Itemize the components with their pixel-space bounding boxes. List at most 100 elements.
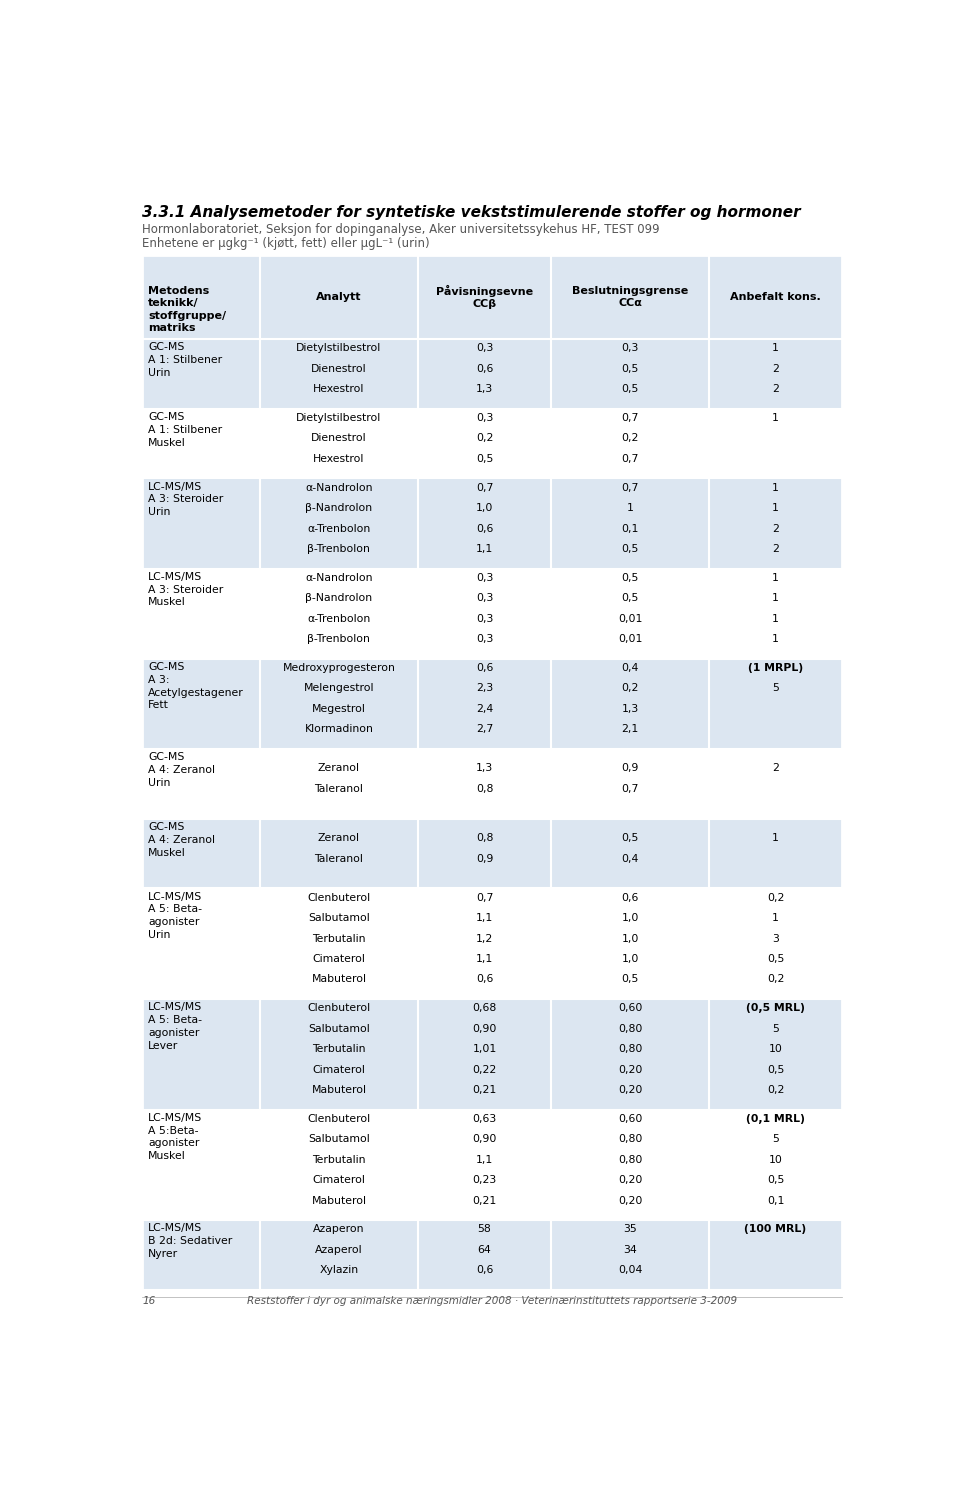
Text: Hexestrol: Hexestrol (313, 384, 365, 394)
Text: 0,2: 0,2 (767, 893, 784, 903)
Text: 0,9: 0,9 (476, 854, 493, 863)
Text: Beslutningsgrense
CCα: Beslutningsgrense CCα (572, 286, 688, 308)
Text: 0,7: 0,7 (621, 454, 638, 464)
Text: 0,6: 0,6 (476, 664, 493, 673)
Text: 1: 1 (627, 503, 634, 513)
Text: Salbutamol: Salbutamol (308, 1134, 370, 1144)
Text: 5: 5 (772, 683, 779, 693)
Text: 0,8: 0,8 (476, 784, 493, 793)
Text: (1 MRPL): (1 MRPL) (748, 664, 804, 673)
Text: 0,6: 0,6 (621, 893, 638, 903)
Text: β-Trenbolon: β-Trenbolon (307, 634, 371, 644)
Text: Megestrol: Megestrol (312, 704, 366, 714)
Text: 0,4: 0,4 (621, 664, 638, 673)
Text: Dienestrol: Dienestrol (311, 433, 367, 443)
Text: 0,2: 0,2 (621, 683, 638, 693)
Text: 1: 1 (772, 573, 779, 583)
Text: (100 MRL): (100 MRL) (744, 1225, 806, 1235)
Text: 1,1: 1,1 (476, 1155, 493, 1165)
Text: Salbutamol: Salbutamol (308, 1024, 370, 1034)
Text: 64: 64 (477, 1245, 492, 1254)
Text: GC-MS
A 1: Stilbener
Muskel: GC-MS A 1: Stilbener Muskel (148, 412, 223, 448)
Text: 0,5: 0,5 (621, 545, 638, 554)
Text: 2: 2 (772, 545, 779, 554)
Text: 0,2: 0,2 (767, 1085, 784, 1095)
Text: 1: 1 (772, 833, 779, 844)
Text: 2,4: 2,4 (476, 704, 493, 714)
Text: 0,3: 0,3 (621, 344, 638, 353)
Text: 1,0: 1,0 (621, 914, 638, 923)
Text: 0,6: 0,6 (476, 363, 493, 373)
Text: Terbutalin: Terbutalin (312, 933, 366, 943)
Text: 0,5: 0,5 (767, 954, 784, 964)
Text: 2: 2 (772, 763, 779, 774)
Text: 0,4: 0,4 (621, 854, 638, 863)
Text: Påvisningsevne
CCβ: Påvisningsevne CCβ (436, 284, 533, 310)
Text: GC-MS
A 4: Zeranol
Urin: GC-MS A 4: Zeranol Urin (148, 751, 215, 787)
Text: 0,80: 0,80 (618, 1155, 642, 1165)
Text: Dienestrol: Dienestrol (311, 363, 367, 373)
Text: 1: 1 (772, 634, 779, 644)
Text: 0,1: 0,1 (621, 524, 638, 534)
Text: 0,80: 0,80 (618, 1024, 642, 1034)
Text: 1: 1 (772, 482, 779, 493)
Bar (142, 998, 842, 1110)
Text: 0,68: 0,68 (472, 1003, 496, 1013)
Text: 0,5: 0,5 (621, 594, 638, 603)
Text: 0,22: 0,22 (472, 1064, 496, 1074)
Text: Hormonlaboratoriet, Seksjon for dopinganalyse, Aker universitetssykehus HF, TEST: Hormonlaboratoriet, Seksjon for dopingan… (142, 223, 660, 237)
Text: 2,3: 2,3 (476, 683, 493, 693)
Text: 0,60: 0,60 (618, 1115, 642, 1123)
Text: 1,0: 1,0 (621, 954, 638, 964)
Text: 1: 1 (772, 914, 779, 923)
Text: 1: 1 (772, 594, 779, 603)
Text: LC-MS/MS
A 5: Beta-
agonister
Lever: LC-MS/MS A 5: Beta- agonister Lever (148, 1003, 203, 1051)
Text: 5: 5 (772, 1024, 779, 1034)
Text: Klormadinon: Klormadinon (304, 725, 373, 734)
Text: 0,23: 0,23 (472, 1176, 496, 1184)
Text: 0,21: 0,21 (472, 1195, 496, 1205)
Bar (142, 888, 842, 998)
Text: Dietylstilbestrol: Dietylstilbestrol (297, 414, 381, 423)
Text: Clenbuterol: Clenbuterol (307, 1003, 371, 1013)
Text: Anbefalt kons.: Anbefalt kons. (731, 292, 821, 302)
Text: 0,2: 0,2 (621, 433, 638, 443)
Text: 2: 2 (772, 363, 779, 373)
Text: 0,5: 0,5 (621, 384, 638, 394)
Text: 1,3: 1,3 (476, 384, 493, 394)
Text: 0,2: 0,2 (476, 433, 493, 443)
Bar (142, 568, 842, 659)
Text: 0,5: 0,5 (621, 975, 638, 985)
Text: 0,60: 0,60 (618, 1003, 642, 1013)
Text: 0,8: 0,8 (476, 833, 493, 844)
Text: 2: 2 (772, 524, 779, 534)
Text: Clenbuterol: Clenbuterol (307, 1115, 371, 1123)
Text: 1,1: 1,1 (476, 914, 493, 923)
Text: Cimaterol: Cimaterol (312, 1064, 366, 1074)
Text: Melengestrol: Melengestrol (303, 683, 374, 693)
Text: Cimaterol: Cimaterol (312, 954, 366, 964)
Text: 0,1: 0,1 (767, 1195, 784, 1205)
Text: 0,01: 0,01 (618, 613, 642, 623)
Text: 0,20: 0,20 (618, 1176, 642, 1184)
Text: Zeranol: Zeranol (318, 833, 360, 844)
Text: 0,20: 0,20 (618, 1064, 642, 1074)
Text: LC-MS/MS
A 3: Steroider
Urin: LC-MS/MS A 3: Steroider Urin (148, 482, 224, 518)
Text: 35: 35 (623, 1225, 636, 1235)
Text: Taleranol: Taleranol (315, 854, 363, 863)
Text: Enhetene er μgkg⁻¹ (kjøtt, fett) eller μgL⁻¹ (urin): Enhetene er μgkg⁻¹ (kjøtt, fett) eller μ… (142, 237, 430, 250)
Text: Metodens
teknikk/
stoffgruppe/
matriks: Metodens teknikk/ stoffgruppe/ matriks (148, 286, 227, 333)
Text: 0,01: 0,01 (618, 634, 642, 644)
Text: 1,1: 1,1 (476, 954, 493, 964)
Text: Hexestrol: Hexestrol (313, 454, 365, 464)
Text: Azaperon: Azaperon (313, 1225, 365, 1235)
Text: (0,1 MRL): (0,1 MRL) (746, 1115, 805, 1123)
Text: Salbutamol: Salbutamol (308, 914, 370, 923)
Text: 0,80: 0,80 (618, 1045, 642, 1054)
Text: Zeranol: Zeranol (318, 763, 360, 774)
Text: β-Nandrolon: β-Nandrolon (305, 503, 372, 513)
Text: 0,7: 0,7 (621, 784, 638, 793)
Text: 0,7: 0,7 (476, 893, 493, 903)
Text: Terbutalin: Terbutalin (312, 1045, 366, 1054)
Text: 0,7: 0,7 (621, 414, 638, 423)
